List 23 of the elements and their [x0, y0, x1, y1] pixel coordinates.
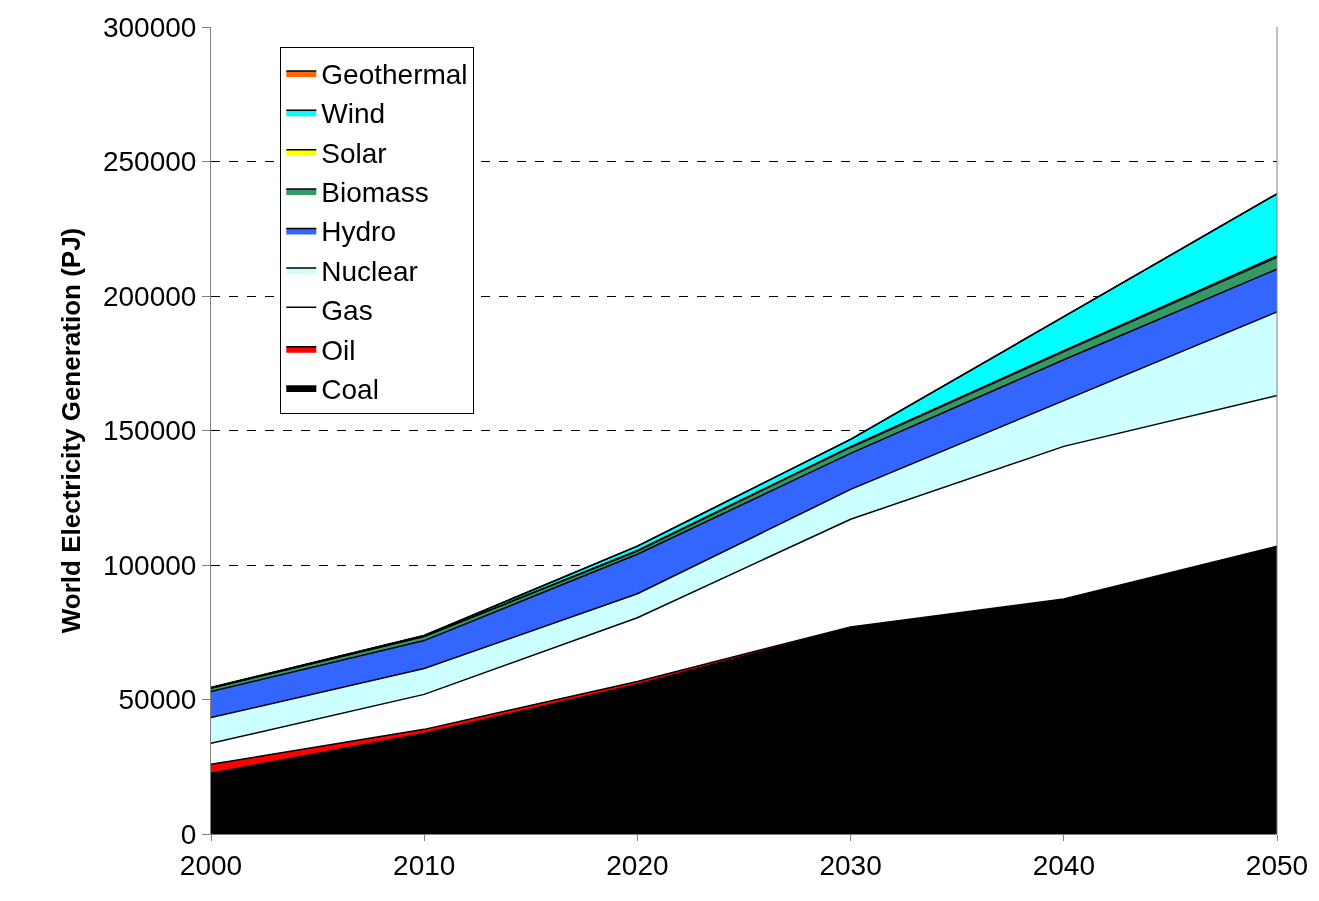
y-tick-label: 0 — [180, 818, 197, 850]
legend-label: Solar — [321, 137, 387, 169]
legend-label: Hydro — [321, 216, 396, 248]
legend-label: Biomass — [321, 176, 429, 208]
legend-label: Geothermal — [321, 58, 468, 90]
legend-label: Wind — [321, 98, 386, 130]
y-tick-label: 300000 — [102, 11, 197, 43]
y-axis-title: World Electricity Generation (PJ) — [56, 227, 87, 634]
y-tick-label: 150000 — [102, 415, 197, 447]
legend-label: Oil — [321, 334, 356, 366]
y-tick-label: 50000 — [118, 684, 197, 716]
legend-label: Gas — [321, 295, 373, 327]
legend-label: Nuclear — [321, 255, 418, 287]
x-tick-label: 2010 — [393, 849, 456, 881]
legend-label: Coal — [321, 373, 379, 405]
x-tick-label: 2030 — [819, 849, 882, 881]
x-tick-label: 2000 — [179, 849, 243, 881]
y-tick-label: 250000 — [102, 146, 197, 178]
y-tick-label: 200000 — [102, 280, 197, 312]
x-tick-label: 2020 — [606, 849, 669, 881]
x-tick-label: 2050 — [1245, 849, 1309, 881]
y-tick-label: 100000 — [102, 549, 197, 581]
x-tick-label: 2040 — [1032, 849, 1095, 881]
